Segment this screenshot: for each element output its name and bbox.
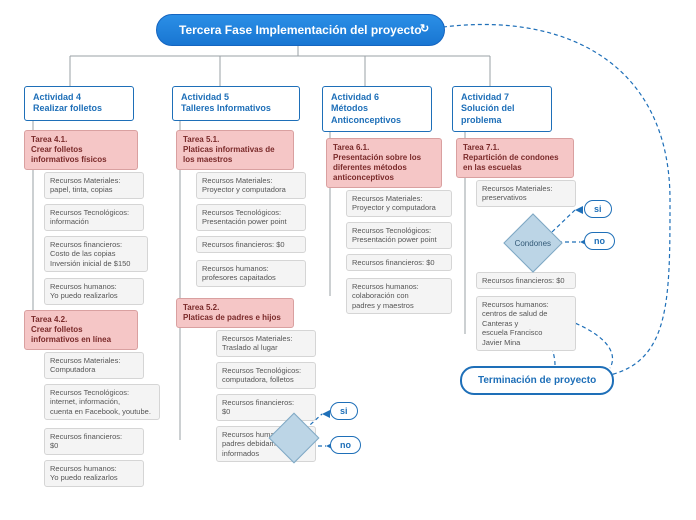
resource: Recursos Tecnológicos: computadora, foll… (216, 362, 316, 389)
resource: Recursos Tecnológicos: Presentación powe… (346, 222, 452, 249)
activity-7: Actividad 7 Solución del problema (452, 86, 552, 132)
resource: Recursos humanos: Yo puedo realizarlos (44, 460, 144, 487)
task-code: Tarea 4.1. (31, 135, 131, 145)
task-code: Tarea 6.1. (333, 143, 435, 153)
task-4-1: Tarea 4.1. Crear folletos informativos f… (24, 130, 138, 170)
activity-6: Actividad 6 Métodos Anticonceptivos (322, 86, 432, 132)
task-code: Tarea 5.2. (183, 303, 287, 313)
task-code: Tarea 7.1. (463, 143, 567, 153)
resource: Recursos Materiales: Computadora (44, 352, 144, 379)
resource: Recursos humanos: centros de salud de Ca… (476, 296, 576, 351)
resource: Recursos humanos: colaboración con padre… (346, 278, 452, 314)
resource: Recursos Tecnológicos: Presentación powe… (196, 204, 306, 231)
resource: Recursos humanos: profesores capaitados (196, 260, 306, 287)
resource: Recursos Tecnológicos: información (44, 204, 144, 231)
root-label: Tercera Fase Implementación del proyecto (179, 23, 422, 37)
resource: Recursos financieros: Costo de las copia… (44, 236, 148, 272)
terminal-node: Terminación de proyecto (460, 366, 614, 395)
resource: Recursos Tecnológicos: internet, informa… (44, 384, 160, 420)
answer-no: no (330, 436, 361, 454)
refresh-icon: ↻ (420, 22, 429, 35)
resource: Recursos Materiales: preservativos (476, 180, 576, 207)
task-desc: Crear folletos informativos físicos (31, 145, 131, 165)
activity-4: Actividad 4 Realizar folletos (24, 86, 134, 121)
activity-subtitle: Talleres Informativos (181, 103, 291, 114)
resource: Recursos Materiales: papel, tinta, copia… (44, 172, 144, 199)
resource: Recursos financieros: $0 (216, 394, 316, 421)
task-desc: Presentación sobre los diferentes método… (333, 153, 435, 183)
resource: Recursos financieros: $0 (196, 236, 306, 253)
resource: Recursos humanos: Yo puedo realizarlos (44, 278, 144, 305)
activity-title: Actividad 7 (461, 92, 543, 103)
activity-subtitle: Realizar folletos (33, 103, 125, 114)
resource: Recursos financieros: $0 (44, 428, 144, 455)
decision-condones: Condones (503, 213, 562, 272)
task-7-1: Tarea 7.1. Repartición de condones en la… (456, 138, 574, 178)
root-node: Tercera Fase Implementación del proyecto (156, 14, 445, 46)
task-5-1: Tarea 5.1. Platicas informativas de los … (176, 130, 294, 170)
task-4-2: Tarea 4.2. Crear folletos informativos e… (24, 310, 138, 350)
answer-si: si (584, 200, 612, 218)
decision-label: Condones (515, 238, 551, 247)
activity-title: Actividad 4 (33, 92, 125, 103)
task-5-2: Tarea 5.2. Platicas de padres e hijos (176, 298, 294, 328)
activity-title: Actividad 5 (181, 92, 291, 103)
answer-no: no (584, 232, 615, 250)
activity-subtitle: Solución del problema (461, 103, 543, 126)
resource: Recursos financieros: $0 (346, 254, 452, 271)
task-6-1: Tarea 6.1. Presentación sobre los difere… (326, 138, 442, 188)
resource: Recursos Materiales: Traslado al lugar (216, 330, 316, 357)
task-desc: Crear folletos informativos en línea (31, 325, 131, 345)
task-desc: Platicas de padres e hijos (183, 313, 287, 323)
activity-subtitle: Métodos Anticonceptivos (331, 103, 423, 126)
activity-5: Actividad 5 Talleres Informativos (172, 86, 300, 121)
activity-title: Actividad 6 (331, 92, 423, 103)
task-desc: Repartición de condones en las escuelas (463, 153, 567, 173)
task-code: Tarea 5.1. (183, 135, 287, 145)
answer-si: si (330, 402, 358, 420)
resource: Recursos Materiales: Proyector y computa… (346, 190, 452, 217)
task-code: Tarea 4.2. (31, 315, 131, 325)
task-desc: Platicas informativas de los maestros (183, 145, 287, 165)
resource: Recursos financieros: $0 (476, 272, 576, 289)
resource: Recursos Materiales: Proyector y computa… (196, 172, 306, 199)
